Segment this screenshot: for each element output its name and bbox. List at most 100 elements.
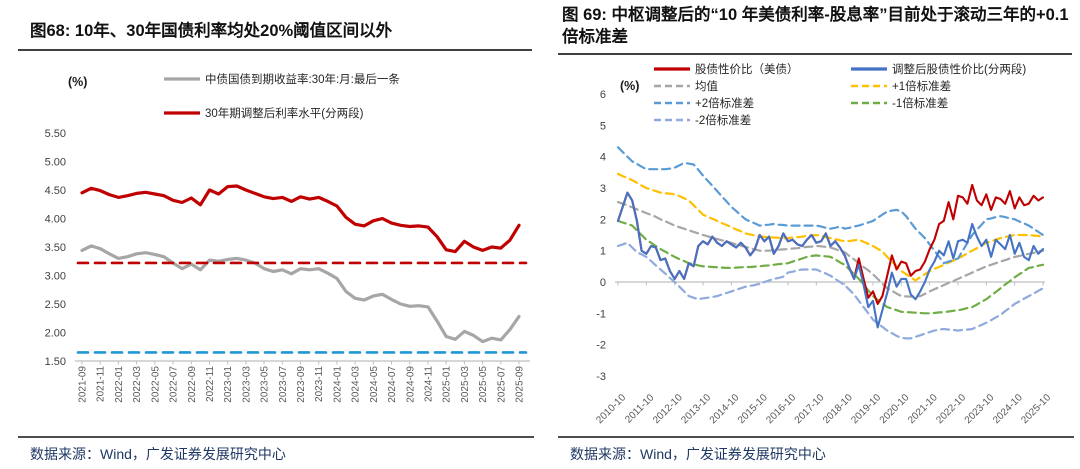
x-tick-label: 2012-10 [651, 392, 685, 426]
x-tick-label: 2024-11 [423, 366, 434, 402]
x-tick-label: 2015-10 [736, 392, 770, 426]
x-tick-label: 2025-03 [460, 366, 471, 403]
x-tick-label: 2019-10 [849, 392, 883, 426]
legend-item: 调整后股债性价比(分两段) [850, 60, 1026, 77]
line-chart-us-equity-bond-ratio: 6 5 4 3 2 1 0 -1 -2 -3 2010-102011-102012-102013-1… [594, 89, 1053, 426]
x-tick-label: 2021-09 [78, 366, 89, 403]
series-plus-2-std [616, 146, 1045, 265]
line-chart-cgb-rates: 5.50 5.00 4.50 4.00 3.50 3.00 2.50 2.00 1.50 2021… [45, 128, 530, 403]
x-tick-label: 2022-07 [169, 366, 180, 403]
y-tick-label: 2.00 [45, 328, 66, 340]
x-tick-label: 2010-10 [594, 392, 628, 426]
x-tick-label: 2024-05 [369, 366, 380, 403]
legend-swatch [851, 84, 887, 87]
x-tick-label: 2021-11 [96, 366, 107, 402]
legend-item: +2倍标准差 [653, 94, 799, 111]
y-tick-label: 1.50 [45, 356, 66, 368]
source-note: 数据来源：Wind，广发证券发展研究中心 [558, 436, 1074, 464]
x-tick-label: 2024-07 [387, 366, 398, 403]
x-tick-label: 2024-03 [351, 366, 362, 403]
legend-label: +1倍标准差 [892, 80, 952, 93]
x-tick-label: 2017-10 [793, 392, 827, 426]
legend-column-1: 股债性价比（美债） 均值 +2倍标准差 -2倍标准差 [653, 60, 799, 128]
x-tick-label: 2013-10 [679, 392, 713, 426]
legend-item: -2倍标准差 [653, 111, 799, 128]
x-tick-label: 2011-10 [623, 392, 657, 426]
y-tick-label: 2 [600, 214, 606, 226]
legend-item: -1倍标准差 [850, 94, 1026, 111]
legend-swatch [654, 84, 690, 87]
legend-label: 30年期调整后利率水平(分两段) [205, 108, 364, 120]
legend-swatch [164, 77, 200, 81]
legend-item: 股债性价比（美债） [653, 60, 799, 77]
legend-label: 均值 [695, 80, 718, 93]
y-tick-label: 4.00 [45, 214, 66, 226]
y-tick-label: 3.50 [45, 242, 66, 254]
x-tick-label: 2025-09 [515, 366, 526, 403]
series-minus-2-std [616, 241, 1045, 340]
legend-label: 调整后股债性价比(分两段) [892, 63, 1027, 76]
legend-label: -2倍标准差 [695, 114, 752, 127]
legend-swatch [851, 66, 887, 71]
legend: 中债国债到期收益率:30年:月:最后一条 30年期调整后利率水平(分两段) [163, 62, 400, 130]
y-axis-unit-label: (%) [68, 75, 88, 89]
y-tick-label: -2 [596, 340, 606, 352]
x-tick-label: 2022-01 [114, 366, 125, 403]
x-tick-label: 2018-10 [821, 392, 855, 426]
series-plus-1-std [616, 172, 1045, 282]
y-tick-label: 1 [600, 246, 606, 258]
legend-label: -1倍标准差 [892, 97, 949, 110]
source-note: 数据来源：Wind，广发证券发展研究中心 [18, 436, 534, 464]
y-tick-label: 5.50 [45, 128, 66, 140]
legend-swatch [164, 111, 200, 115]
x-tick-label: 2025-05 [478, 366, 489, 403]
y-tick-label: 3.00 [45, 271, 66, 283]
legend-swatch [654, 66, 690, 71]
x-tick-label: 2023-07 [278, 366, 289, 403]
y-tick-label: -3 [596, 371, 606, 383]
y-tick-label: 5 [600, 120, 606, 132]
figure-68-panel: 5.50 5.00 4.50 4.00 3.50 3.00 2.50 2.00 1.50 2021… [18, 0, 534, 464]
legend-label: +2倍标准差 [695, 97, 755, 110]
x-tick-label: 2014-10 [708, 392, 742, 426]
legend-swatch [654, 101, 690, 104]
legend-item: 中债国债到期收益率:30年:月:最后一条 [163, 62, 400, 96]
legend-item: +1倍标准差 [850, 77, 1026, 94]
x-tick-label: 2020-10 [878, 392, 912, 426]
y-axis-unit-label: (%) [620, 79, 640, 93]
legend-item: 30年期调整后利率水平(分两段) [163, 96, 400, 130]
y-tick-label: 6 [600, 89, 606, 101]
y-tick-label: 5.00 [45, 157, 66, 169]
legend-swatch [654, 118, 690, 121]
legend-column-2: 调整后股债性价比(分两段) +1倍标准差 -1倍标准差 [850, 60, 1026, 111]
x-tick-label: 2025-10 [1019, 392, 1053, 426]
legend-swatch [851, 101, 887, 104]
figure-69-panel: 6 5 4 3 2 1 0 -1 -2 -3 2010-10 2011-10 2012-10 2013-1… [540, 0, 1080, 469]
x-tick-label: 2022-05 [150, 366, 161, 403]
x-tick-label: 2021-10 [906, 392, 940, 426]
x-tick-label: 2025-01 [442, 366, 453, 403]
x-tick-label: 2023-03 [241, 366, 252, 403]
x-tick-label: 2024-09 [405, 366, 416, 403]
y-tick-label: 0 [600, 277, 606, 289]
x-tick-label: 2023-11 [314, 366, 325, 402]
y-tick-label: 4.50 [45, 185, 66, 197]
x-tick-label: 2024-10 [991, 392, 1025, 426]
y-tick-label: 2.50 [45, 299, 66, 311]
x-tick-label: 2022-11 [205, 366, 216, 402]
series-cgb-30y-yield [80, 244, 521, 344]
series-adjusted-30y-rate [80, 184, 521, 254]
legend-label: 股债性价比（美债） [695, 63, 799, 76]
x-tick-label: 2016-10 [764, 392, 798, 426]
x-tick-label: 2022-03 [132, 366, 143, 403]
y-tick-label: 3 [600, 183, 606, 195]
y-tick-label: 4 [600, 152, 606, 164]
x-tick-label: 2023-09 [296, 366, 307, 403]
series-adjusted-ratio [616, 191, 1045, 329]
series-minus-1-std [616, 219, 1045, 315]
series-mean [616, 201, 1045, 298]
x-tick-label: 2022-09 [187, 366, 198, 403]
chart-title: 图68: 10年、30年国债利率均处20%阈值区间以外 [18, 0, 532, 51]
legend-label: 中债国债到期收益率:30年:月:最后一条 [205, 74, 400, 86]
